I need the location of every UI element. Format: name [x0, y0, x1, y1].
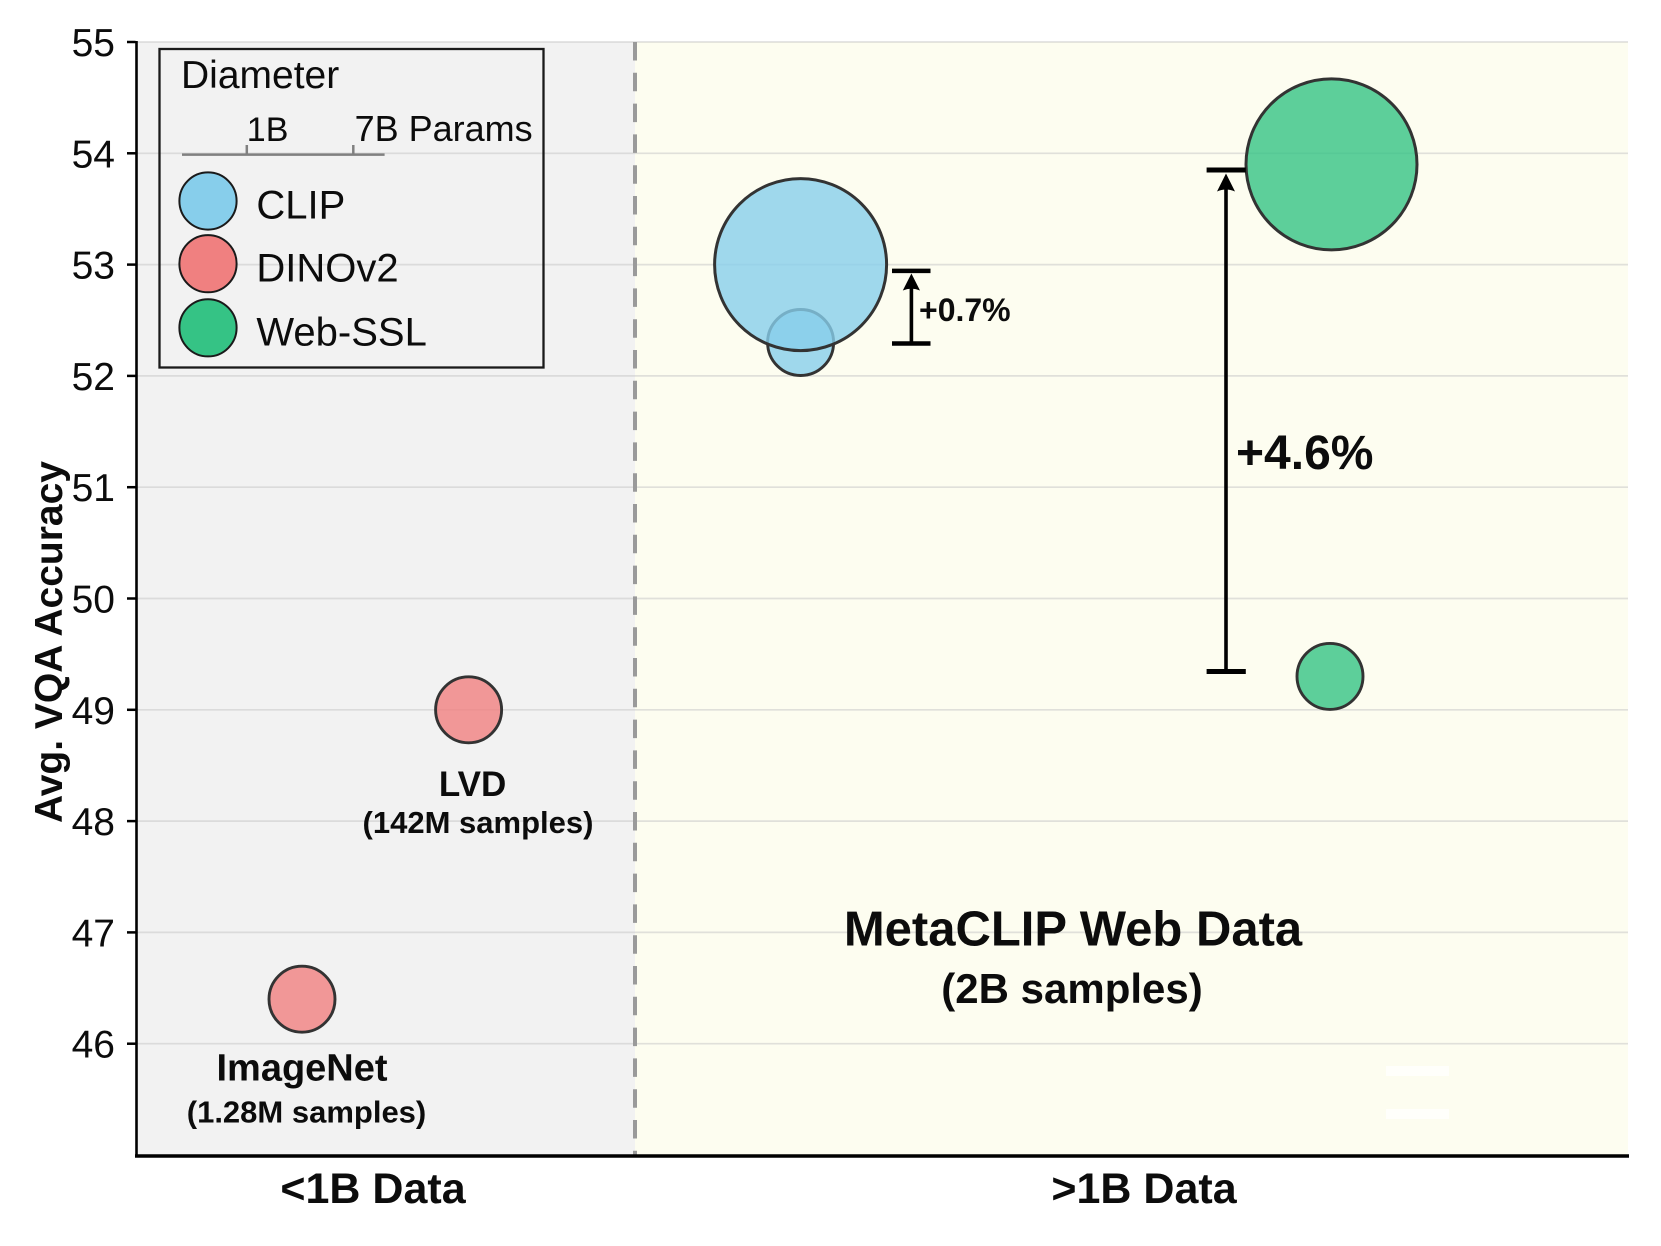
- svg-text:>1B Data: >1B Data: [1051, 1165, 1237, 1213]
- svg-text:Avg. VQA Accuracy: Avg. VQA Accuracy: [28, 461, 71, 823]
- svg-text:50: 50: [72, 579, 115, 622]
- svg-text:<1B Data: <1B Data: [280, 1165, 466, 1213]
- svg-text:ImageNet: ImageNet: [216, 1047, 387, 1089]
- svg-text:7B Params: 7B Params: [355, 108, 533, 149]
- svg-text:51: 51: [72, 467, 115, 510]
- svg-text:55: 55: [72, 22, 115, 65]
- svg-text:+0.7%: +0.7%: [919, 292, 1011, 328]
- svg-text:+4.6%: +4.6%: [1236, 427, 1373, 480]
- svg-text:52: 52: [72, 356, 115, 399]
- svg-text:48: 48: [72, 801, 115, 844]
- svg-text:CLIP: CLIP: [256, 184, 345, 228]
- svg-text:1B: 1B: [247, 111, 289, 149]
- svg-text:(2B samples): (2B samples): [941, 965, 1202, 1012]
- svg-text:47: 47: [72, 912, 115, 955]
- svg-text:46: 46: [72, 1024, 115, 1067]
- svg-text:54: 54: [72, 133, 115, 176]
- svg-text:MetaCLIP Web Data: MetaCLIP Web Data: [844, 902, 1303, 956]
- svg-text:49: 49: [72, 690, 115, 733]
- svg-text:(1.28M samples): (1.28M samples): [187, 1095, 427, 1130]
- svg-text:(142M samples): (142M samples): [363, 805, 594, 840]
- svg-text:Diameter: Diameter: [181, 54, 339, 97]
- svg-text:Web-SSL: Web-SSL: [256, 311, 426, 355]
- svg-text:LVD: LVD: [439, 765, 506, 804]
- svg-text:DINOv2: DINOv2: [256, 246, 398, 290]
- svg-text:53: 53: [72, 245, 115, 288]
